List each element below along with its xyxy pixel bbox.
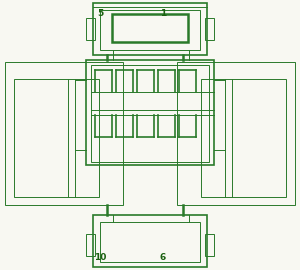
Text: 1: 1	[160, 8, 166, 18]
Bar	[177, 62, 295, 205]
Bar	[91, 65, 209, 162]
Bar	[205, 18, 214, 40]
Bar	[86, 18, 95, 40]
Bar	[14, 79, 99, 197]
Bar	[100, 10, 200, 50]
Text: 5: 5	[97, 8, 103, 18]
Text: 10: 10	[94, 254, 106, 262]
Bar	[100, 222, 200, 262]
Bar	[86, 234, 95, 256]
Bar	[93, 215, 207, 267]
Bar	[112, 14, 188, 42]
Bar	[201, 79, 286, 197]
Bar	[86, 60, 214, 165]
Bar	[5, 62, 123, 205]
Text: 6: 6	[160, 254, 166, 262]
Bar	[205, 234, 214, 256]
Bar	[93, 3, 207, 55]
